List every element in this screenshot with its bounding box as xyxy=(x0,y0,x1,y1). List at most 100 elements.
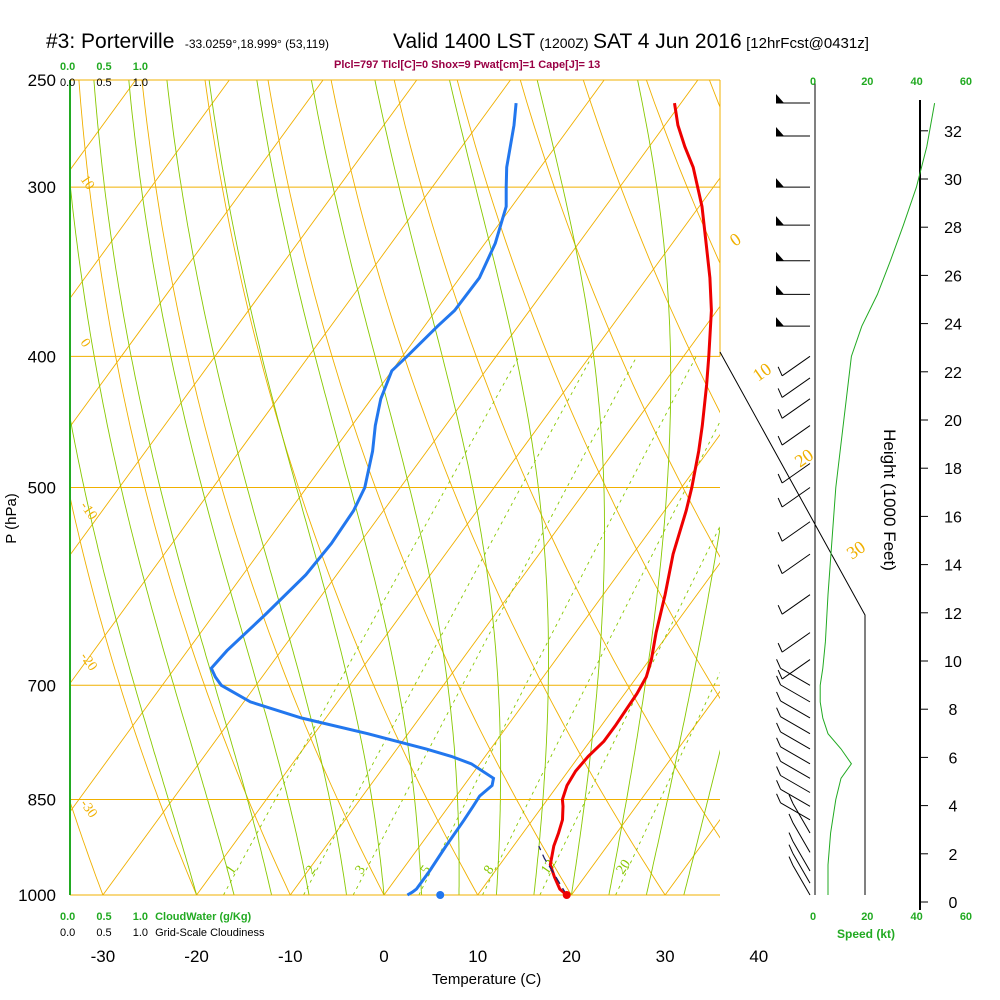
wind-barbs xyxy=(776,94,811,896)
dry-adiabat-line xyxy=(78,80,291,895)
wind-feather xyxy=(788,832,794,842)
moist-adiabat-line xyxy=(608,80,672,895)
moist-adiabat-line xyxy=(128,80,310,895)
isotherm-label: -30 xyxy=(77,797,100,821)
cloudwater-scale-bottom: 0.0 0.5 1.0 CloudWater (g/Kg) xyxy=(60,911,251,923)
wind-barb xyxy=(780,731,811,750)
moist-adiabat-line xyxy=(374,80,502,895)
cloudwater-label: CloudWater (g/Kg) xyxy=(155,911,252,923)
wind-barb xyxy=(780,684,811,703)
pressure-tick-label: 250 xyxy=(28,71,56,90)
cc-tick: 1.0 xyxy=(132,77,149,89)
pressure-tick-label: 1000 xyxy=(18,886,56,905)
speed-tick: 40 xyxy=(910,76,923,88)
height-tick-label: 8 xyxy=(949,702,958,719)
wind-feather xyxy=(788,813,794,824)
wind-barb xyxy=(781,659,811,680)
sounding-series xyxy=(209,102,713,899)
moist-adiabat-line xyxy=(256,80,422,895)
speed-tick: 20 xyxy=(861,911,874,923)
wind-barb xyxy=(781,521,811,542)
stability-indices: Plcl=797 Tlcl[C]=0 Shox=9 Pwat[cm]=1 Cap… xyxy=(334,59,601,71)
temperature-tick-label: 10 xyxy=(468,947,487,966)
surface-temperature-dot xyxy=(562,891,571,899)
cloudiness-scale-bottom: 0.0 0.5 1.0 Grid-Scale Cloudiness xyxy=(60,927,265,939)
mixing-ratio-line xyxy=(303,356,593,895)
isotherm-label: -20 xyxy=(77,650,100,674)
pressure-tick-label: 400 xyxy=(28,347,56,366)
dry-adiabat-line xyxy=(582,80,720,414)
valid-date: SAT 4 Jun 2016 xyxy=(592,30,742,53)
height-axis-label: Height (1000 Feet) xyxy=(879,429,899,571)
speed-label: Speed (kt) xyxy=(837,927,896,941)
wind-pennant xyxy=(776,285,784,295)
wind-barb xyxy=(780,746,811,765)
wind-barb xyxy=(781,553,811,575)
wind-barb xyxy=(780,667,811,686)
temperature-line xyxy=(548,102,713,897)
wind-barb xyxy=(780,788,811,807)
wind-pennant xyxy=(776,317,784,327)
wind-feather xyxy=(776,752,782,762)
wind-feather xyxy=(776,707,782,717)
temperature-tick-label: 0 xyxy=(379,947,388,966)
isotherm-line xyxy=(853,80,1000,895)
wind-barb xyxy=(792,853,811,884)
mixing-ratio-label: 8 xyxy=(481,863,497,877)
speed-scale-bottom: 0 20 40 60 xyxy=(810,911,972,923)
wind-pennant xyxy=(776,127,784,137)
valid-lst: Valid 1400 LST xyxy=(393,30,536,53)
wind-barb xyxy=(780,760,811,779)
height-tick-label: 12 xyxy=(944,606,962,623)
dry-adiabat-lines xyxy=(70,80,1000,895)
dry-adiabat-line xyxy=(456,80,720,700)
pressure-tick-label: 300 xyxy=(28,178,56,197)
dry-adiabat-line xyxy=(836,80,1000,895)
wind-barb xyxy=(780,716,811,735)
wind-feather xyxy=(776,659,782,669)
wind-speed-profile xyxy=(819,103,936,895)
cc-tick: 0.0 xyxy=(60,927,76,939)
height-tick-label: 24 xyxy=(944,317,962,334)
dry-adiabat-label: 10 xyxy=(749,359,775,386)
pressure-tick-label: 500 xyxy=(28,479,56,498)
cc-tick: 1.0 xyxy=(132,927,149,939)
mixing-ratio-line xyxy=(352,356,638,895)
temperature-tick-label: -30 xyxy=(91,947,116,966)
dry-adiabat-label: 30 xyxy=(843,537,869,564)
mixing-ratio-label: 3 xyxy=(353,863,369,877)
isobar-lines: 2503004005007008501000100-10-20-30010203… xyxy=(18,71,869,905)
wind-pennant xyxy=(776,94,784,104)
wind-barb xyxy=(781,632,811,653)
dry-adiabat-label: 0 xyxy=(726,229,745,251)
wind-feather xyxy=(788,844,794,854)
speed-tick: 0 xyxy=(810,911,817,923)
isotherm-label: 0 xyxy=(77,336,93,350)
isotherm-line xyxy=(70,80,324,428)
moist-adiabat-line xyxy=(166,80,347,895)
surface-dewpoint-dot xyxy=(436,891,445,899)
wind-feather xyxy=(788,794,794,804)
isotherm-label: 10 xyxy=(77,173,97,193)
temperature-tick-label: 40 xyxy=(749,947,768,966)
cloudiness-scale-top: 0.0 0.5 1.0 xyxy=(60,77,148,89)
moist-adiabat-line xyxy=(645,525,720,895)
wind-feather xyxy=(777,564,783,574)
cloudwater-scale-top: 0.0 0.5 1.0 xyxy=(60,61,148,73)
height-tick-label: 14 xyxy=(944,558,962,575)
moist-adiabat-lines xyxy=(70,80,720,895)
speed-tick: 20 xyxy=(861,76,874,88)
temperature-tick-label: -20 xyxy=(184,947,209,966)
mixing-ratio-line xyxy=(482,420,720,895)
dewpoint-line xyxy=(209,102,518,897)
moist-adiabat-line xyxy=(70,415,198,895)
moist-adiabat-line xyxy=(310,80,460,895)
speed-tick: 0 xyxy=(810,76,817,88)
cloudiness-label: Grid-Scale Cloudiness xyxy=(155,927,265,939)
cw-tick: 1.0 xyxy=(132,911,149,923)
wind-barb xyxy=(780,802,811,821)
cc-tick: 0.5 xyxy=(96,927,112,939)
wind-pennant xyxy=(776,216,784,226)
